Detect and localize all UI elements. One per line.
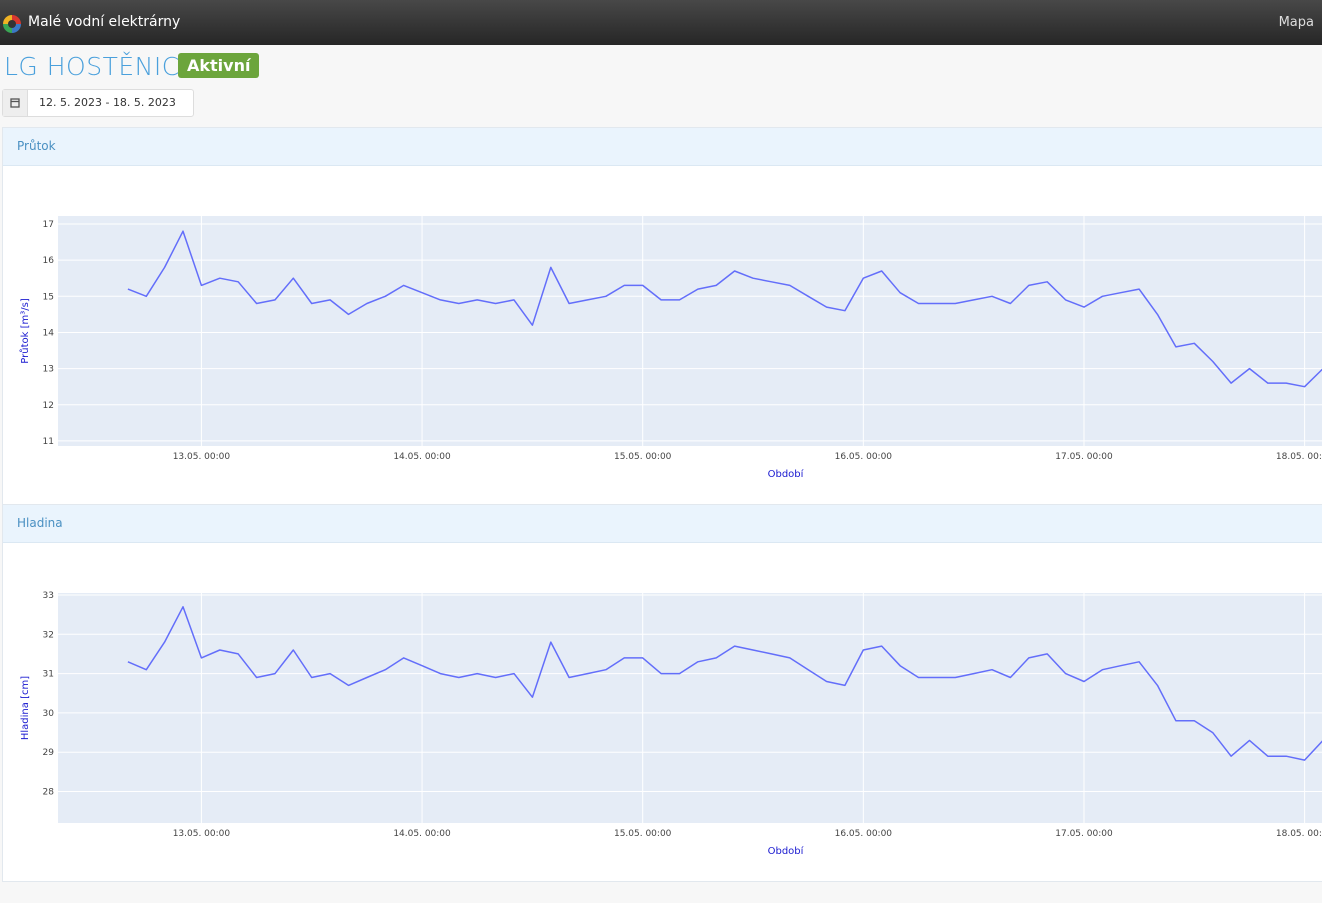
- status-badge: Aktivní: [178, 53, 260, 78]
- x-tick-label: 13.05. 00:00: [173, 452, 231, 462]
- data-line: [127, 606, 1322, 761]
- y-tick-label: 17: [43, 220, 54, 230]
- x-tick-label: 14.05. 00:00: [393, 829, 451, 839]
- date-range: 12. 5. 2023 - 18. 5. 2023: [39, 96, 176, 109]
- chart-panel: Průtok 11 12 13 14 15 16 17 13.05. 00:00 14.05. …: [2, 127, 1322, 505]
- logo: [3, 15, 21, 33]
- chart: 11 12 13 14 15 16 17 13.05. 00:00 14.05. 00:00 15…: [19, 216, 1322, 480]
- y-tick-label: 13: [43, 365, 54, 375]
- x-tick-label: 18.05. 00:00: [1276, 452, 1322, 462]
- x-tick-label: 18.05. 00:00: [1276, 829, 1322, 839]
- x-tick-label: 17.05. 00:00: [1055, 829, 1113, 839]
- y-tick-label: 30: [43, 709, 55, 719]
- navbar: Malé vodní elektrárny Mapa: [0, 0, 1322, 45]
- station-name: LG HOSTĚNICE: [4, 52, 196, 81]
- y-tick-label: 31: [43, 670, 54, 680]
- chart-panel: Hladina 28 29 30 31 32 33 13.05. 00:00 14.05. 0…: [2, 504, 1322, 882]
- chart: 28 29 30 31 32 33 13.05. 00:00 14.05. 00:00 15.0…: [20, 591, 1322, 857]
- x-axis-title: Období: [768, 468, 805, 480]
- x-tick-label: 14.05. 00:00: [393, 452, 451, 462]
- calendar-icon: [3, 90, 28, 116]
- nav-link[interactable]: Mapa: [1278, 15, 1314, 30]
- y-tick-label: 14: [43, 328, 55, 338]
- y-tick-label: 16: [43, 256, 55, 266]
- y-tick-label: 28: [43, 788, 55, 798]
- y-tick-label: 15: [43, 292, 54, 302]
- x-tick-label: 13.05. 00:00: [173, 829, 231, 839]
- date-picker[interactable]: 12. 5. 2023 - 18. 5. 2023: [2, 89, 194, 117]
- y-tick-label: 11: [43, 437, 54, 447]
- y-tick-label: 29: [43, 748, 55, 758]
- y-tick-label: 12: [43, 401, 54, 411]
- panel-title: Průtok: [3, 128, 1322, 166]
- panel-title: Hladina: [3, 505, 1322, 543]
- data-line: [127, 230, 1322, 388]
- x-tick-label: 16.05. 00:00: [835, 829, 893, 839]
- plot-area: [58, 593, 1322, 823]
- y-tick-label: 33: [43, 591, 54, 601]
- x-axis-title: Období: [768, 845, 805, 857]
- plot-area: [58, 216, 1322, 446]
- brand[interactable]: Malé vodní elektrárny: [28, 14, 181, 30]
- y-axis-title: Průtok [m³/s]: [19, 298, 31, 364]
- y-tick-label: 32: [43, 630, 54, 640]
- y-axis-title: Hladina [cm]: [20, 676, 31, 740]
- x-tick-label: 15.05. 00:00: [614, 829, 672, 839]
- x-tick-label: 16.05. 00:00: [835, 452, 893, 462]
- x-tick-label: 17.05. 00:00: [1055, 452, 1113, 462]
- x-tick-label: 15.05. 00:00: [614, 452, 672, 462]
